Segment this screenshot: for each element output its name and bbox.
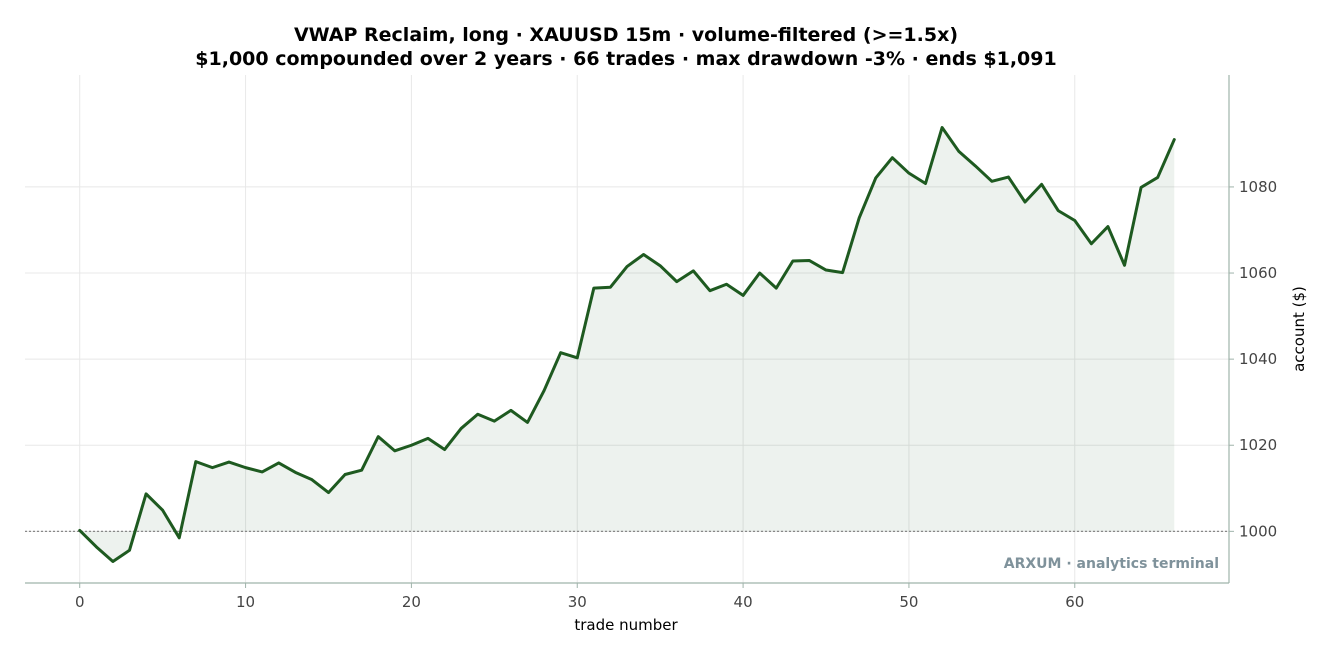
y-tick-label: 1060 [1239,264,1277,282]
grid [25,75,1229,583]
data-point [741,294,745,297]
data-point [443,448,446,451]
data-point [1040,183,1043,186]
data-point [128,549,131,552]
x-tick-label: 40 [734,593,753,611]
data-point [692,269,695,273]
data-point [111,560,115,563]
data-point [974,164,977,168]
data-point [891,156,894,159]
data-points [78,126,1176,563]
y-tick-label: 1080 [1239,178,1277,196]
data-point [542,389,546,392]
data-point [642,253,645,256]
x-tick-label: 50 [899,593,918,611]
watermark: ARXUM · analytics terminal [1004,556,1219,572]
data-point [227,460,231,464]
data-point [940,126,944,129]
data-point [609,286,612,289]
data-point [874,176,877,180]
data-point [592,286,596,290]
data-point [808,259,811,262]
chart-title: VWAP Reclaim, long · XAUUSD 15m · volume… [294,24,958,46]
y-ticks: 1000 1020 1040 1060 1080 [1229,178,1277,540]
data-point [841,271,844,274]
data-point [1090,242,1093,245]
data-point [857,216,861,220]
data-point [576,356,579,360]
data-point [211,466,214,469]
x-axis-label: trade number [574,616,678,634]
data-point [1023,200,1027,204]
data-point [509,409,513,412]
x-tick-label: 10 [236,593,255,611]
y-tick-label: 1020 [1239,436,1277,454]
data-point [824,268,828,272]
data-point [360,469,363,472]
data-point [277,461,280,465]
data-point [426,437,430,440]
data-point [343,473,347,476]
data-point [1007,175,1010,179]
data-point [95,545,98,549]
data-point [907,171,911,175]
data-point [526,421,529,424]
data-point [675,280,678,283]
chart-subtitle: $1,000 compounded over 2 years · 66 trad… [195,48,1056,70]
data-point [194,460,198,463]
data-point [493,419,496,423]
data-point [178,536,181,539]
data-point [957,150,960,153]
x-tick-label: 60 [1065,593,1084,611]
data-point [161,509,164,512]
data-point [244,466,247,469]
data-point [310,478,314,481]
data-point [990,180,994,183]
data-point [294,471,297,474]
data-point [559,351,562,354]
data-point [459,427,463,430]
data-point [1073,219,1076,222]
data-point [78,529,81,532]
data-point [625,265,629,268]
data-point [708,289,712,292]
data-point [658,264,662,267]
data-point [327,491,330,494]
data-point [775,286,778,290]
data-point [377,435,380,438]
data-point [725,283,728,286]
data-point [393,449,397,453]
y-tick-label: 1000 [1239,522,1277,540]
data-point [410,444,413,447]
data-point [1156,176,1159,179]
x-ticks: 0 10 20 30 40 50 60 [75,583,1084,611]
y-axis-label: account ($) [1290,286,1308,372]
data-point [791,259,795,263]
x-tick-label: 0 [75,593,85,611]
y-tick-label: 1040 [1239,350,1277,368]
data-point [144,492,148,496]
data-point [758,271,761,275]
data-point [476,413,479,416]
data-point [1123,264,1126,267]
equity-area [79,127,1175,562]
data-point [1173,138,1176,141]
data-point [924,182,927,185]
data-point [260,470,264,474]
data-point [1139,186,1143,189]
data-point [1056,209,1060,212]
x-tick-label: 20 [402,593,421,611]
x-tick-label: 30 [568,593,587,611]
data-point [1106,225,1110,228]
